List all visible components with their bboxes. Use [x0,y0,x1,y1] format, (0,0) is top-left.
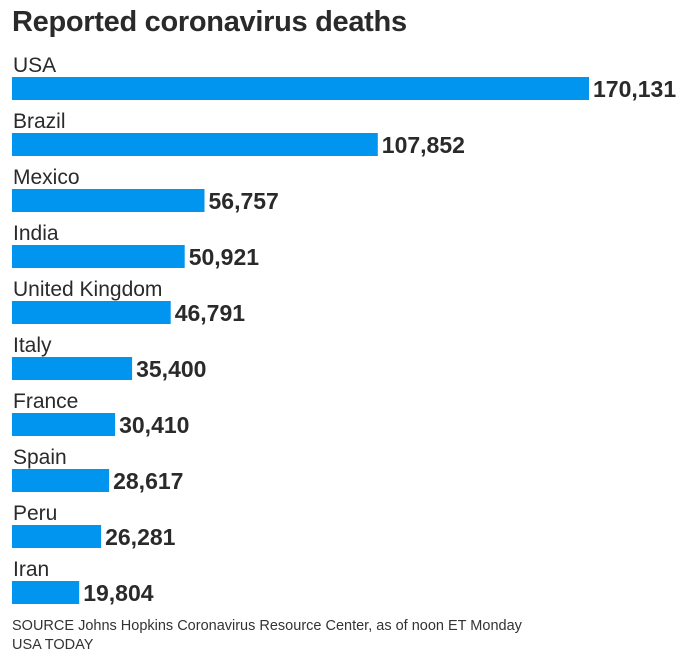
chart-title: Reported coronavirus deaths [12,6,407,38]
value-label: 28,617 [113,468,183,494]
bar [12,301,171,324]
source-note: SOURCE Johns Hopkins Coronavirus Resourc… [12,618,522,634]
bar [12,245,185,268]
value-label: 107,852 [382,132,465,158]
category-label: Brazil [13,110,66,133]
category-label: Italy [13,334,52,357]
bar [12,525,102,548]
bar [12,133,378,156]
value-label: 19,804 [83,580,154,606]
bar [12,189,205,212]
chart-footer: SOURCE Johns Hopkins Coronavirus Resourc… [12,617,522,655]
category-label: Iran [13,558,49,581]
category-label: USA [13,54,56,77]
bar [12,469,110,492]
credit-note: USA TODAY [12,637,94,653]
category-label: Peru [13,502,57,525]
value-label: 56,757 [209,188,279,214]
value-label: 26,281 [105,524,176,550]
category-label: Spain [13,446,67,469]
value-label: 30,410 [119,412,189,438]
value-label: 50,921 [189,244,260,270]
category-label: United Kingdom [13,278,162,301]
bar [12,413,116,436]
value-label: 170,131 [593,76,676,102]
category-label: India [13,222,59,245]
value-label: 35,400 [136,356,206,382]
bar [12,357,133,380]
category-label: France [13,390,78,413]
bar [12,77,589,100]
category-label: Mexico [13,166,80,189]
value-label: 46,791 [175,300,246,326]
bar [12,581,80,604]
